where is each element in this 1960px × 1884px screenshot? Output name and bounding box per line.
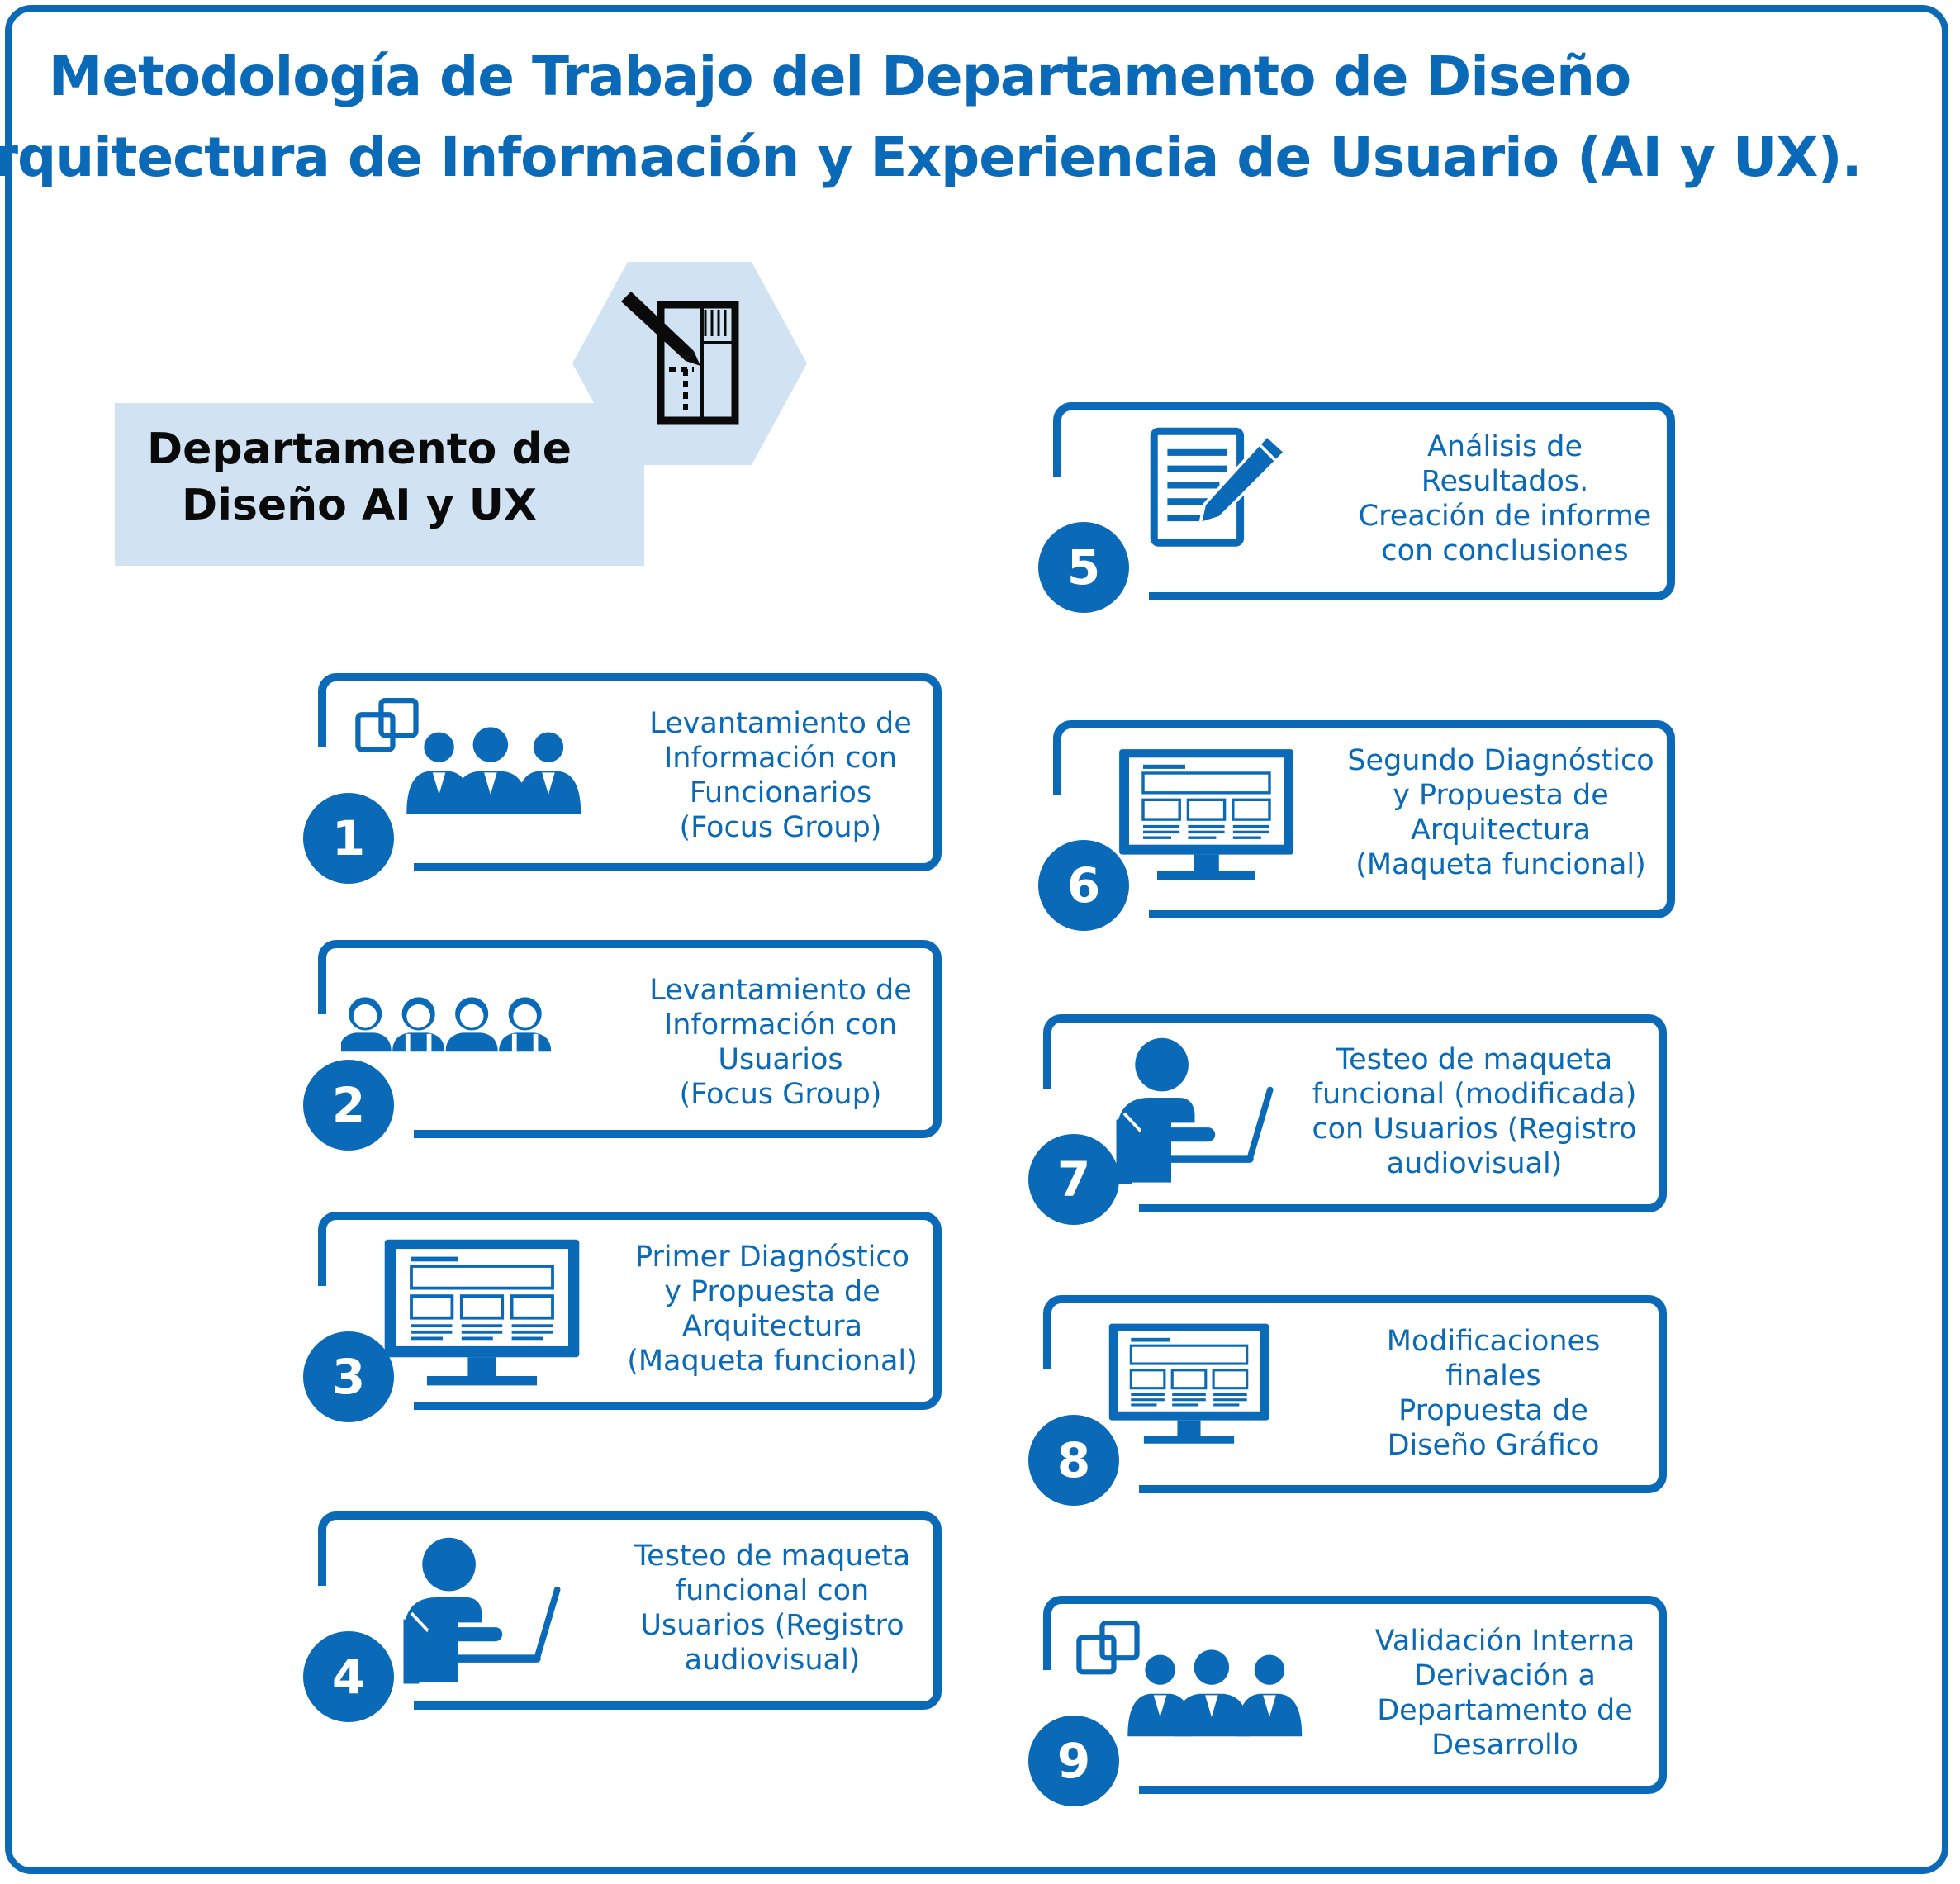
department-label: Departamento de Diseño AI y UX [116, 421, 603, 534]
step-text-line: Derivación a [1414, 1659, 1596, 1692]
step-number-badge: 6 [1038, 840, 1129, 931]
step-text-line: Modificaciones [1386, 1325, 1601, 1358]
step-number-badge: 3 [303, 1331, 394, 1422]
department-label-line1: Departamento de [147, 425, 572, 474]
step-number-badge: 4 [303, 1631, 394, 1722]
step-text-5: Análisis de Resultados. Creación de inform… [1323, 429, 1687, 568]
step-text-line: Segundo Diagnóstico [1347, 744, 1654, 777]
step-text-line: Funcionarios [689, 776, 872, 809]
step-text-line: Diseño Gráfico [1387, 1429, 1600, 1462]
step-text-line: Información con [663, 742, 898, 775]
user-laptop-icon [1116, 1037, 1274, 1184]
step-text-line: funcional con [675, 1574, 870, 1607]
page-title-line2: Arquitectura de Información y Experienci… [0, 126, 1863, 189]
step-text-line: Validación Interna [1374, 1625, 1635, 1658]
step-text-9: Validación Interna Derivación a Departamen… [1323, 1624, 1687, 1763]
step-text-line: Desarrollo [1431, 1729, 1578, 1762]
step-text-line: Arquitectura [681, 1310, 863, 1343]
step-number-badge: 5 [1038, 522, 1129, 613]
document-pencil-icon [1150, 427, 1288, 547]
step-text-line: y Propuesta de [1393, 779, 1609, 812]
step-text-line: con conclusiones [1381, 534, 1629, 567]
step-text-line: Levantamiento de [649, 974, 912, 1007]
blueprint-hexagon-icon [572, 262, 807, 465]
step-text-line: Información con [663, 1008, 898, 1042]
step-text-line: Levantamiento de [649, 707, 912, 740]
step-text-line: Resultados. [1421, 465, 1589, 498]
department-box [115, 403, 644, 566]
step-text-line: Primer Diagnóstico [634, 1241, 910, 1274]
step-text-line: Propuesta de [1398, 1394, 1588, 1427]
users-group-icon [341, 997, 552, 1052]
user-laptop-icon [403, 1537, 561, 1684]
department-label-line2: Diseño AI y UX [181, 481, 538, 530]
step-text-6: Segundo Diagnóstico y Propuesta de Arquite… [1319, 743, 1682, 882]
step-number-badge: 1 [303, 793, 394, 884]
step-text-line: funcional (modificada) [1312, 1078, 1637, 1111]
step-text-line: Análisis de [1426, 430, 1583, 463]
step-text-line: (Maqueta funcional) [1355, 848, 1646, 881]
step-text-line: y Propuesta de [664, 1275, 880, 1308]
step-text-line: Arquitectura [1410, 814, 1592, 847]
step-number-badge: 2 [303, 1060, 394, 1151]
step-text-line: (Focus Group) [679, 811, 882, 844]
step-text-line: finales [1445, 1360, 1541, 1393]
monitor-wireframe-icon [1108, 1323, 1269, 1444]
step-text-line: Testeo de maqueta [1336, 1043, 1613, 1076]
page-title-line1: Metodología de Trabajo del Departamento … [48, 45, 1632, 108]
monitor-wireframe-icon [384, 1239, 580, 1386]
step-text-line: audiovisual) [684, 1644, 861, 1677]
step-text-line: Usuarios (Registro [640, 1609, 904, 1642]
step-text-3: Primer Diagnóstico y Propuesta de Arquitec… [591, 1240, 954, 1379]
step-text-line: Departamento de [1377, 1694, 1633, 1727]
step-text-1: Levantamiento de Información con Funcionar… [599, 706, 962, 845]
step-text-line: con Usuarios (Registro [1312, 1113, 1637, 1146]
step-text-7: Testeo de maqueta funcional (modificada) c… [1293, 1042, 1656, 1181]
team-meeting-icon [1076, 1621, 1303, 1737]
team-meeting-icon [355, 698, 581, 814]
step-text-line: Creación de informe [1358, 500, 1652, 533]
step-text-line: (Maqueta funcional) [627, 1345, 918, 1378]
step-number-badge: 9 [1028, 1716, 1119, 1806]
step-text-line: audiovisual) [1386, 1147, 1563, 1180]
step-number-badge: 7 [1028, 1134, 1119, 1225]
step-number-badge: 8 [1028, 1415, 1119, 1506]
monitor-wireframe-icon [1119, 749, 1293, 880]
step-text-line: (Focus Group) [679, 1078, 882, 1111]
step-text-line: Testeo de maqueta [634, 1540, 911, 1573]
step-text-8: Modificaciones finales Propuesta de Diseño … [1312, 1324, 1675, 1463]
step-text-2: Levantamiento de Información con Usuarios(… [599, 973, 962, 1112]
step-text-4: Testeo de maqueta funcional con Usuarios (… [591, 1539, 954, 1678]
step-text-line: Usuarios [718, 1043, 843, 1076]
outer-frame [5, 5, 1948, 1874]
